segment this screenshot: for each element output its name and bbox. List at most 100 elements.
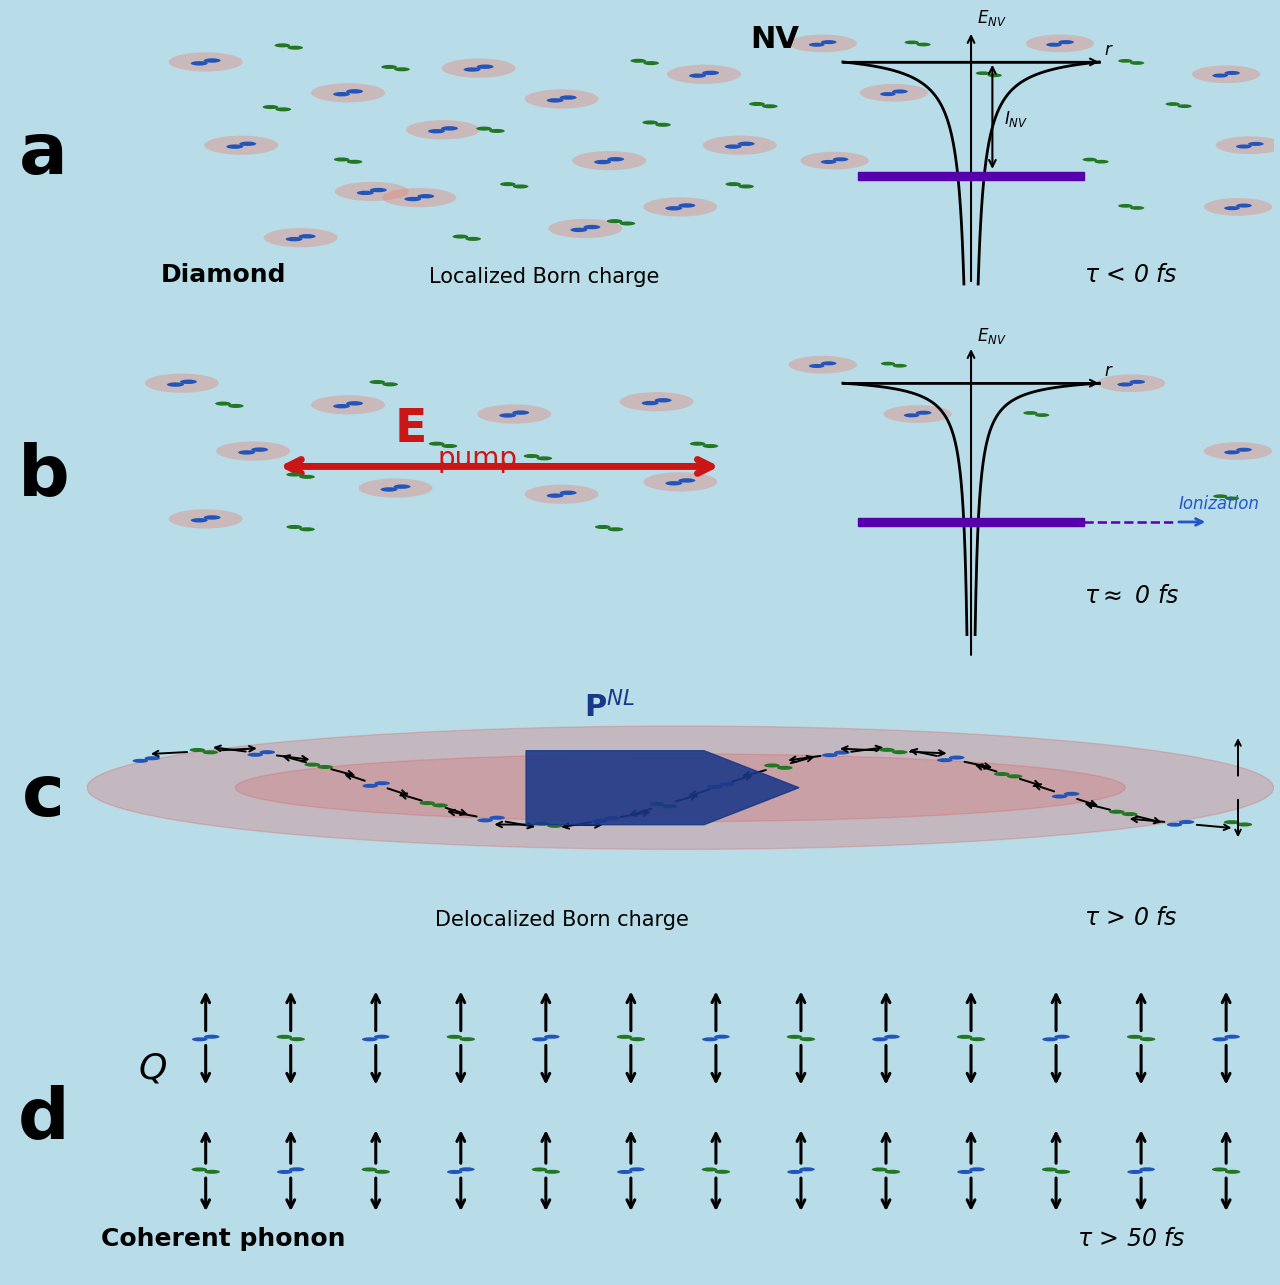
- Circle shape: [1139, 1037, 1156, 1041]
- Circle shape: [247, 753, 264, 757]
- Circle shape: [690, 442, 705, 446]
- Circle shape: [227, 144, 243, 149]
- Circle shape: [644, 62, 659, 66]
- Circle shape: [228, 403, 243, 407]
- Circle shape: [630, 1037, 645, 1041]
- Circle shape: [383, 383, 398, 387]
- Circle shape: [620, 392, 694, 411]
- Circle shape: [333, 403, 349, 409]
- Circle shape: [274, 44, 291, 48]
- Circle shape: [442, 445, 457, 448]
- Circle shape: [1052, 794, 1068, 798]
- Circle shape: [204, 58, 220, 63]
- Circle shape: [1248, 141, 1263, 146]
- Circle shape: [276, 1169, 293, 1174]
- Circle shape: [749, 102, 764, 105]
- Circle shape: [347, 159, 362, 163]
- Circle shape: [1046, 42, 1062, 46]
- Circle shape: [463, 67, 480, 72]
- Circle shape: [860, 84, 928, 102]
- Circle shape: [374, 1169, 390, 1173]
- Circle shape: [703, 1037, 718, 1041]
- Circle shape: [800, 1037, 815, 1041]
- Circle shape: [884, 1034, 900, 1038]
- Circle shape: [476, 127, 492, 131]
- Text: Coherent phonon: Coherent phonon: [101, 1227, 346, 1250]
- Circle shape: [192, 1168, 207, 1172]
- Circle shape: [500, 182, 516, 186]
- Circle shape: [905, 41, 919, 44]
- Circle shape: [904, 414, 919, 418]
- Circle shape: [1203, 442, 1272, 460]
- Circle shape: [442, 59, 516, 77]
- Circle shape: [820, 361, 837, 365]
- Circle shape: [662, 804, 677, 808]
- Circle shape: [536, 456, 552, 460]
- Circle shape: [205, 136, 278, 154]
- Circle shape: [1097, 374, 1165, 392]
- Circle shape: [417, 194, 434, 198]
- Text: $r$: $r$: [1105, 362, 1114, 380]
- Circle shape: [262, 105, 278, 109]
- Circle shape: [1236, 822, 1252, 826]
- Polygon shape: [526, 750, 799, 825]
- Text: $r$: $r$: [1105, 41, 1114, 59]
- Circle shape: [489, 816, 504, 820]
- Text: Diamond: Diamond: [161, 263, 287, 287]
- Circle shape: [524, 454, 539, 457]
- Circle shape: [620, 221, 635, 225]
- Circle shape: [762, 104, 778, 108]
- Circle shape: [617, 1169, 632, 1174]
- Circle shape: [607, 220, 622, 224]
- Circle shape: [703, 445, 718, 448]
- Circle shape: [595, 526, 611, 529]
- Circle shape: [531, 1168, 548, 1172]
- Circle shape: [881, 93, 896, 96]
- Text: d: d: [18, 1083, 69, 1153]
- Circle shape: [641, 401, 659, 405]
- Circle shape: [191, 62, 207, 66]
- Circle shape: [362, 1037, 378, 1041]
- Text: Localized Born charge: Localized Born charge: [429, 267, 659, 287]
- Circle shape: [666, 206, 682, 211]
- Circle shape: [689, 73, 707, 78]
- Circle shape: [714, 1169, 730, 1173]
- Circle shape: [957, 1169, 973, 1174]
- Circle shape: [169, 509, 243, 528]
- Circle shape: [534, 821, 550, 825]
- Circle shape: [370, 380, 385, 384]
- Circle shape: [289, 1167, 305, 1172]
- Circle shape: [628, 1167, 645, 1172]
- Circle shape: [357, 190, 374, 195]
- Circle shape: [1225, 1169, 1240, 1173]
- Circle shape: [466, 236, 481, 240]
- Circle shape: [1212, 1168, 1228, 1172]
- Circle shape: [820, 40, 837, 44]
- Circle shape: [1178, 104, 1192, 108]
- Circle shape: [289, 1037, 305, 1041]
- Circle shape: [442, 126, 458, 131]
- Circle shape: [872, 1168, 887, 1172]
- Circle shape: [311, 396, 385, 414]
- Circle shape: [884, 1169, 900, 1173]
- Text: $\tau$ > 50 fs: $\tau$ > 50 fs: [1076, 1227, 1185, 1250]
- Circle shape: [788, 356, 856, 374]
- Circle shape: [872, 1037, 888, 1041]
- Text: $Q$: $Q$: [138, 1052, 166, 1086]
- Circle shape: [594, 159, 611, 164]
- Circle shape: [204, 515, 220, 519]
- Circle shape: [1166, 822, 1183, 826]
- Circle shape: [644, 473, 717, 491]
- Circle shape: [311, 84, 385, 103]
- Circle shape: [346, 401, 364, 406]
- Circle shape: [547, 98, 563, 103]
- Circle shape: [788, 35, 856, 53]
- Circle shape: [1055, 1034, 1070, 1038]
- Circle shape: [559, 491, 577, 495]
- Circle shape: [1126, 1034, 1143, 1038]
- Circle shape: [383, 188, 456, 207]
- Circle shape: [453, 235, 468, 239]
- Circle shape: [787, 1169, 803, 1174]
- Text: $I_{NV}$: $I_{NV}$: [1005, 109, 1029, 128]
- Circle shape: [559, 95, 577, 100]
